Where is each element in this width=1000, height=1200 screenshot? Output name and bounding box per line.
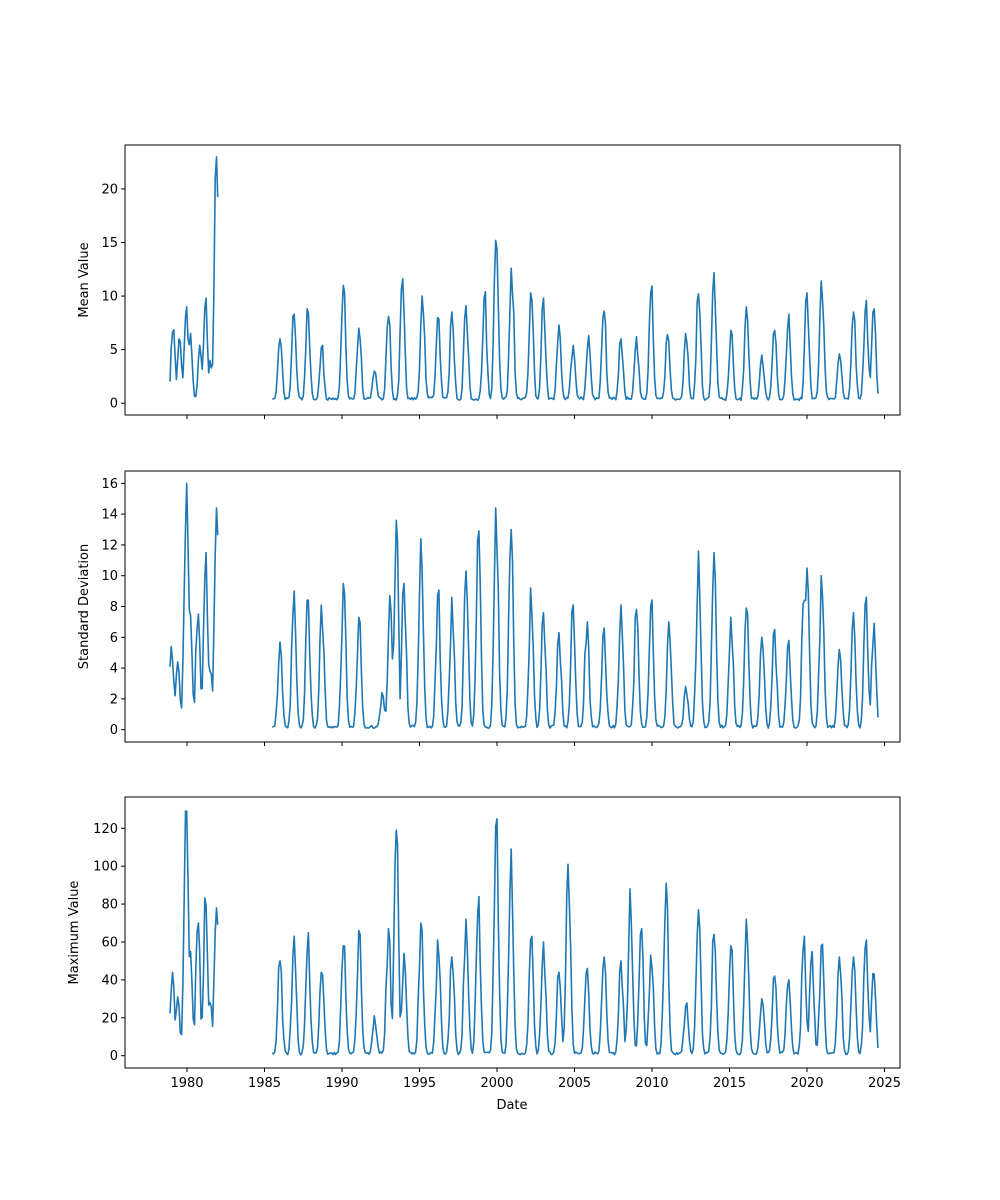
y-tick-label: 120 (93, 822, 118, 837)
y-tick-label: 80 (101, 898, 118, 913)
x-tick-label: 2000 (480, 1076, 513, 1091)
x-tick-label: 1980 (170, 1076, 203, 1091)
y-tick-label: 20 (101, 1011, 118, 1026)
series-line-max-1 (271, 818, 879, 1056)
y-tick-label: 2 (110, 692, 118, 707)
x-tick-label: 2025 (868, 1076, 901, 1091)
series-line-mean-0 (169, 156, 219, 398)
y-tick-label: 6 (110, 631, 118, 646)
series-line-max-0 (169, 810, 219, 1036)
x-tick-label: 2015 (713, 1076, 746, 1091)
x-axis-label: Date (496, 1098, 527, 1113)
y-tick-label: 100 (93, 860, 118, 875)
x-tick-label: 1985 (248, 1076, 281, 1091)
y-tick-label: 10 (101, 290, 118, 305)
y-tick-label: 40 (101, 973, 118, 988)
y-tick-label: 15 (101, 236, 118, 251)
subplot-max: 0 20 40 60 80 100 120 1980 1985 1990 1995 2000 2005 2… (67, 796, 901, 1091)
subplot-std: 0 2 4 6 8 10 12 14 16 Standard Deviation (77, 470, 901, 746)
series-line-std-1 (271, 507, 879, 729)
y-tick-label: 10 (101, 569, 118, 584)
x-tick-label: 2020 (790, 1076, 823, 1091)
y-axis-label-max: Maximum Value (67, 881, 82, 985)
y-tick-label: 5 (110, 343, 118, 358)
y-tick-label: 0 (110, 723, 118, 738)
axes-frame-mean (124, 144, 901, 416)
y-tick-label: 4 (110, 662, 118, 677)
y-axis-label-mean: Mean Value (77, 242, 92, 317)
series-line-mean-1 (272, 239, 879, 402)
x-tick-label: 2005 (558, 1076, 591, 1091)
y-tick-label: 8 (110, 600, 118, 615)
x-tick-label: 1990 (325, 1076, 358, 1091)
y-tick-label: 12 (101, 538, 118, 553)
y-tick-label: 0 (110, 1049, 118, 1064)
axes-frame-max (124, 796, 901, 1069)
y-tick-label: 20 (101, 182, 118, 197)
y-tick-label: 16 (101, 477, 118, 492)
x-tick-label: 1995 (403, 1076, 436, 1091)
subplot-mean: 0 5 10 15 20 Mean Value (77, 144, 901, 419)
y-axis-label-std: Standard Deviation (77, 544, 92, 669)
x-tick-label: 2010 (635, 1076, 668, 1091)
y-tick-label: 14 (101, 508, 118, 523)
y-tick-label: 60 (101, 935, 118, 950)
subplots: 0 5 10 15 20 Mean Value 0 2 4 6 8 10 12 14 16 Standard … (67, 144, 901, 1091)
series-line-std-0 (169, 482, 219, 709)
y-tick-label: 0 (110, 397, 118, 412)
